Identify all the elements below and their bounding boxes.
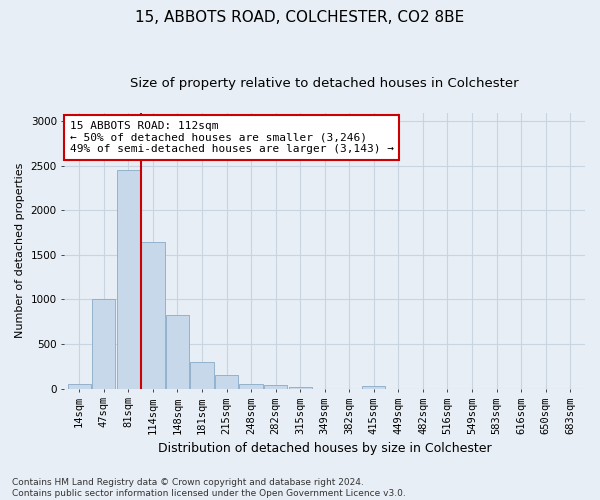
Bar	[141, 242, 164, 388]
Bar	[68, 384, 91, 388]
Bar	[215, 374, 238, 388]
Text: 15, ABBOTS ROAD, COLCHESTER, CO2 8BE: 15, ABBOTS ROAD, COLCHESTER, CO2 8BE	[136, 10, 464, 25]
Bar	[92, 300, 115, 388]
Bar	[166, 314, 189, 388]
Bar	[264, 386, 287, 388]
X-axis label: Distribution of detached houses by size in Colchester: Distribution of detached houses by size …	[158, 442, 491, 455]
Text: Contains HM Land Registry data © Crown copyright and database right 2024.
Contai: Contains HM Land Registry data © Crown c…	[12, 478, 406, 498]
Bar	[190, 362, 214, 388]
Bar	[239, 384, 263, 388]
Y-axis label: Number of detached properties: Number of detached properties	[15, 163, 25, 338]
Title: Size of property relative to detached houses in Colchester: Size of property relative to detached ho…	[130, 78, 519, 90]
Bar	[362, 386, 385, 388]
Bar	[116, 170, 140, 388]
Text: 15 ABBOTS ROAD: 112sqm
← 50% of detached houses are smaller (3,246)
49% of semi-: 15 ABBOTS ROAD: 112sqm ← 50% of detached…	[70, 121, 394, 154]
Bar	[289, 386, 312, 388]
